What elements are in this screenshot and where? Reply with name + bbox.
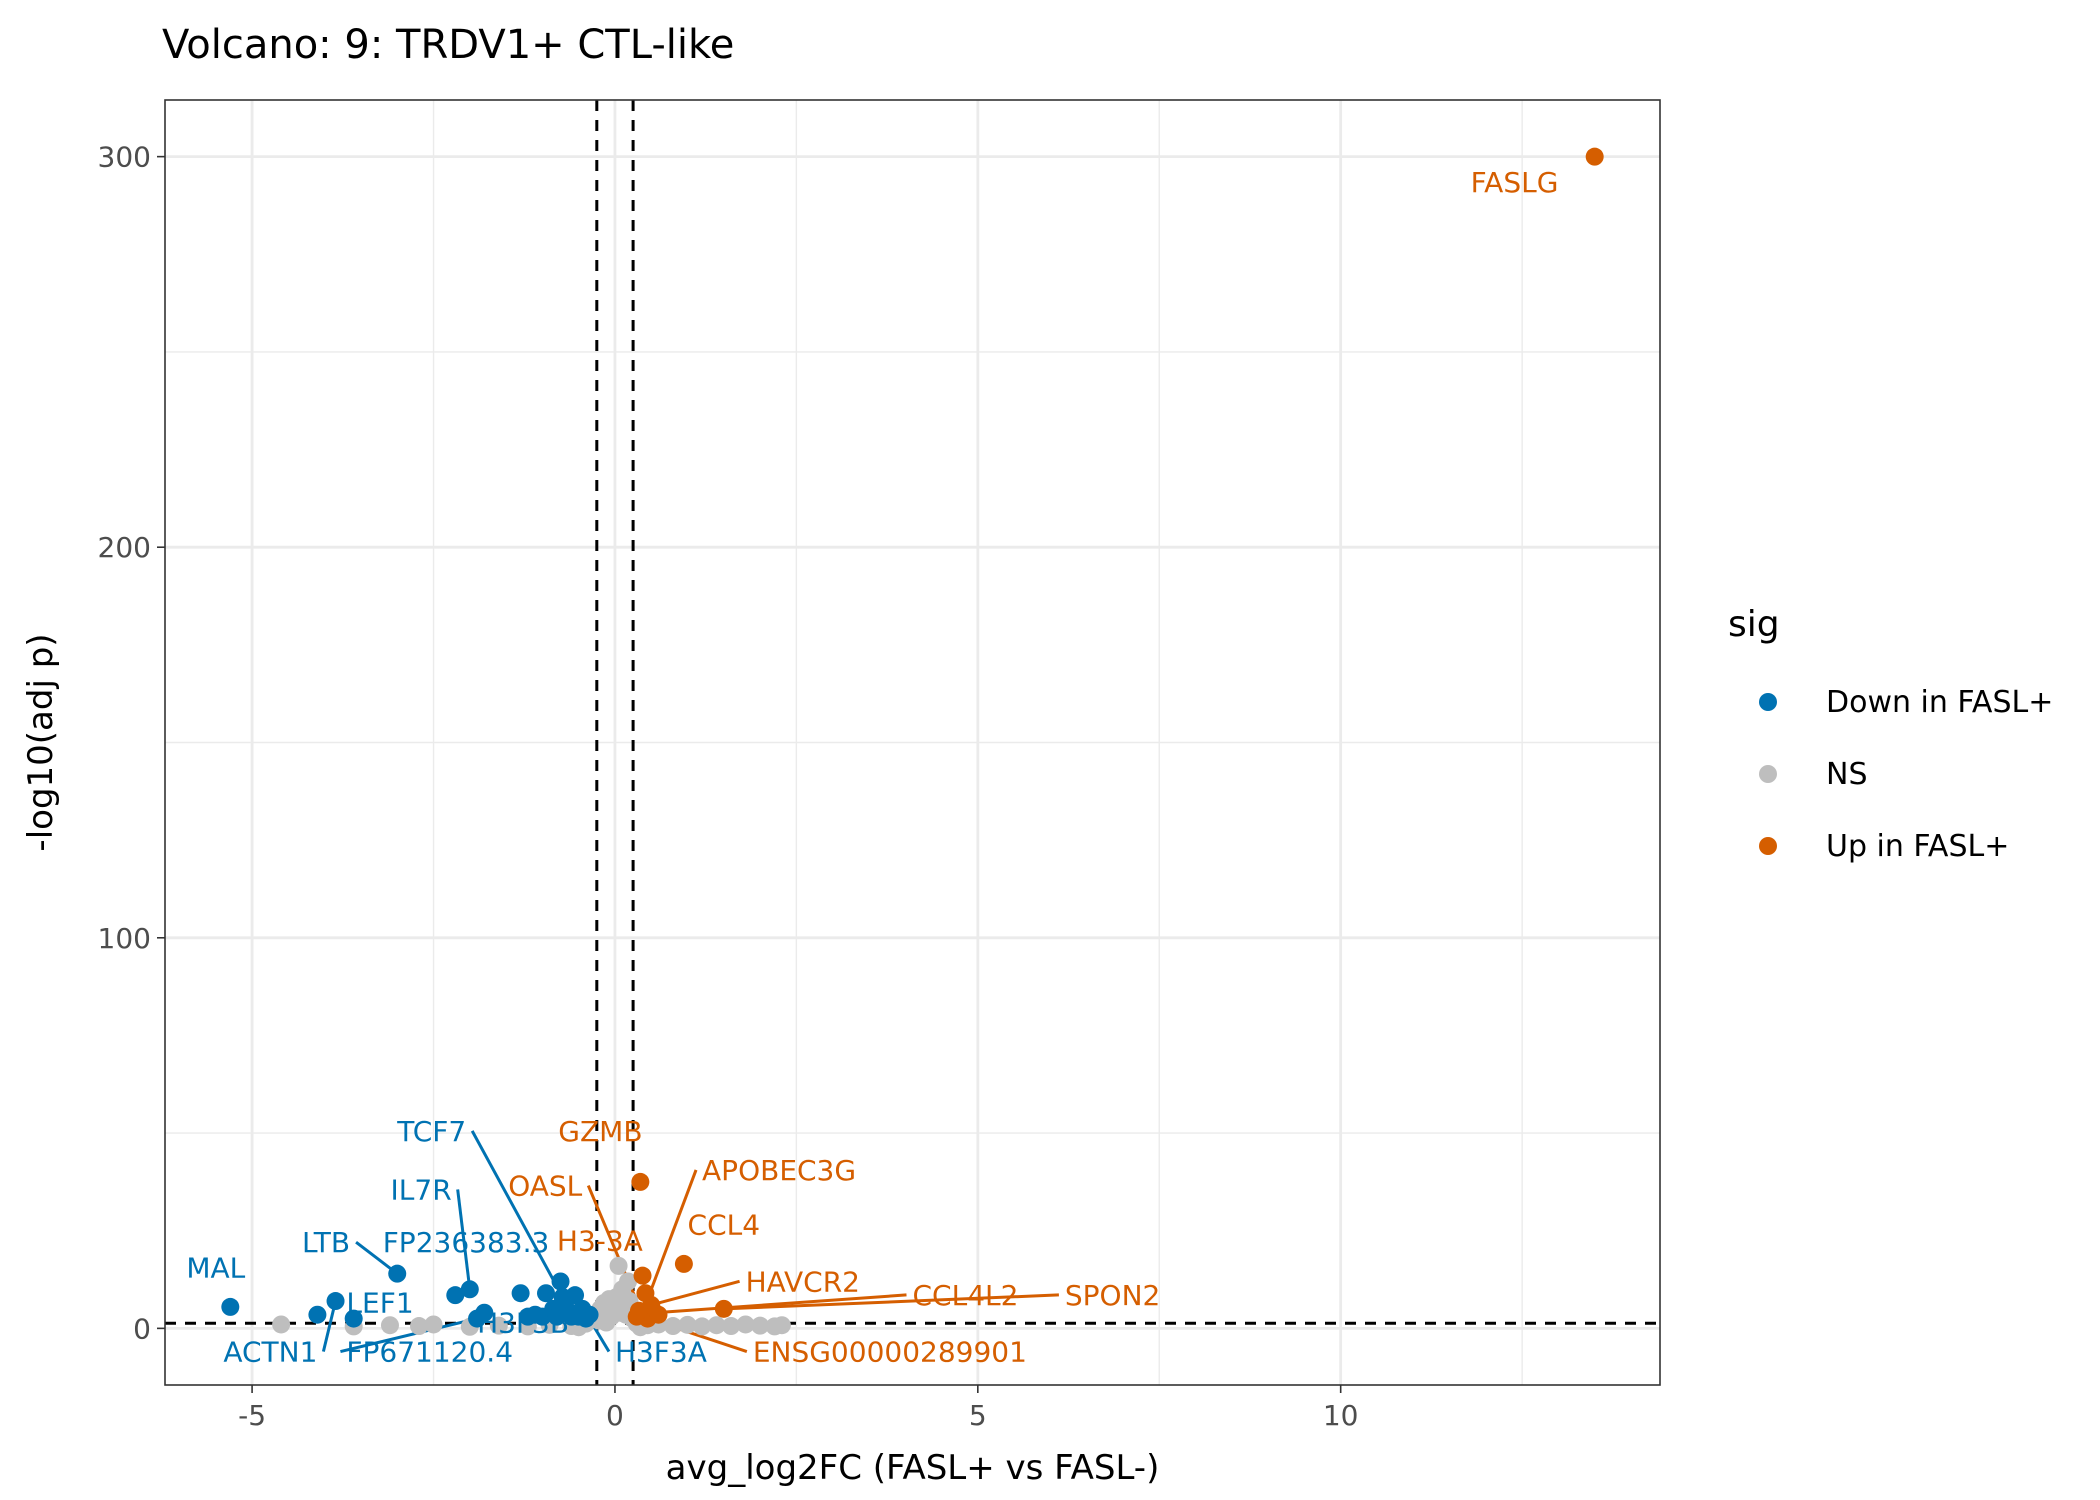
point-ns (664, 1317, 683, 1336)
point-down-in-fasl (460, 1280, 479, 1299)
point-ns (597, 1313, 616, 1332)
point-ns (424, 1315, 443, 1334)
gene-label: CCL4L2 (913, 1279, 1019, 1312)
gene-label: LEF1 (346, 1287, 413, 1320)
gene-label: GZMB (558, 1115, 642, 1148)
gene-label: FP236383.3 (383, 1226, 550, 1259)
point-ns (707, 1316, 726, 1335)
label-connector (723, 1293, 1059, 1311)
y-tick-label: 100 (98, 922, 151, 955)
point-up-in-fasl (714, 1299, 733, 1318)
point-down-in-fasl (580, 1305, 599, 1324)
gene-label: IL7R (391, 1173, 452, 1206)
x-axis-title: avg_log2FC (FASL+ vs FASL-) (666, 1448, 1160, 1488)
y-tick-label: 0 (133, 1312, 151, 1345)
point-down-in-fasl (326, 1292, 345, 1311)
point-up-in-fasl (629, 1301, 648, 1320)
label-connector (650, 1279, 740, 1307)
point-up-in-fasl (1585, 147, 1604, 166)
gene-label: TCF7 (396, 1115, 466, 1148)
point-ns (693, 1317, 712, 1336)
point-down-in-fasl (511, 1284, 530, 1303)
plot-border (164, 99, 1661, 1386)
point-down-in-fasl (308, 1305, 327, 1324)
legend: sig Down in FASL+ NS Up in FASL+ (1728, 604, 2053, 864)
point-ns (722, 1317, 741, 1336)
gene-label: CCL4 (688, 1209, 761, 1242)
point-down-in-fasl (566, 1286, 585, 1305)
point-ns (619, 1272, 638, 1291)
x-tick-label: -5 (238, 1399, 266, 1432)
gene-label: FP671120.4 (346, 1336, 513, 1369)
point-up-in-fasl (674, 1254, 693, 1273)
x-tick-label: 5 (969, 1399, 987, 1432)
data-points (221, 147, 1604, 1337)
legend-key (1759, 837, 1777, 855)
label-connector (470, 1130, 565, 1298)
point-ns (751, 1316, 770, 1335)
x-tick-label: 10 (1323, 1399, 1359, 1432)
label-connector (340, 1317, 478, 1354)
point-ns (272, 1315, 291, 1334)
legend-label: NS (1826, 757, 1867, 792)
y-axis-title: -log10(adj p) (21, 633, 61, 851)
point-down-in-fasl (221, 1297, 240, 1316)
point-down-in-fasl (475, 1303, 494, 1322)
gene-label: H3-3A (557, 1224, 643, 1257)
point-down-in-fasl (551, 1272, 570, 1291)
label-connector (456, 1189, 472, 1290)
x-tick-label: 0 (606, 1399, 624, 1432)
legend-label: Down in FASL+ (1826, 685, 2053, 720)
gene-label: H3F3B (477, 1306, 569, 1339)
legend-key (1759, 765, 1777, 783)
point-down-in-fasl (388, 1264, 407, 1283)
gene-label: OASL (508, 1170, 582, 1203)
point-up-in-fasl (633, 1266, 652, 1285)
label-connector (654, 1293, 907, 1315)
point-down-in-fasl (537, 1284, 556, 1303)
gene-label: SPON2 (1065, 1279, 1160, 1312)
gene-label: H3F3A (615, 1336, 707, 1369)
y-axis-ticks: 0 100 200 300 (98, 141, 165, 1345)
point-down-in-fasl (344, 1309, 363, 1328)
point-ns (489, 1316, 508, 1335)
label-connector (642, 1169, 698, 1310)
gene-label: ENSG00000289901 (753, 1336, 1027, 1369)
point-down-in-fasl (446, 1286, 465, 1305)
gene-labels: FASLG GZMB APOBEC3G OASL CCL4 H3-3A HAVCR2 CCL4… (186, 166, 1558, 1369)
gene-label: ACTN1 (223, 1336, 317, 1369)
point-ns (609, 1256, 628, 1275)
chart-title: Volcano: 9: TRDV1+ CTL-like (162, 22, 734, 68)
point-up-in-fasl (649, 1305, 668, 1324)
gene-label: FASLG (1471, 166, 1559, 199)
gene-label: APOBEC3G (702, 1154, 856, 1187)
gene-label: HAVCR2 (746, 1265, 860, 1298)
y-tick-label: 200 (98, 531, 151, 564)
point-ns (380, 1316, 399, 1335)
point-ns (736, 1315, 755, 1334)
point-up-in-fasl (631, 1172, 650, 1191)
gene-label: LTB (302, 1226, 350, 1259)
x-axis-ticks: -5 0 5 10 (238, 1385, 1358, 1432)
gene-label: MAL (186, 1252, 245, 1285)
grid (165, 100, 1660, 1385)
point-ns (410, 1317, 429, 1336)
legend-title: sig (1728, 604, 1780, 645)
y-tick-label: 300 (98, 141, 151, 174)
legend-key (1759, 693, 1777, 711)
point-ns (772, 1316, 791, 1335)
point-ns (678, 1315, 697, 1334)
legend-label: Up in FASL+ (1826, 829, 2009, 864)
